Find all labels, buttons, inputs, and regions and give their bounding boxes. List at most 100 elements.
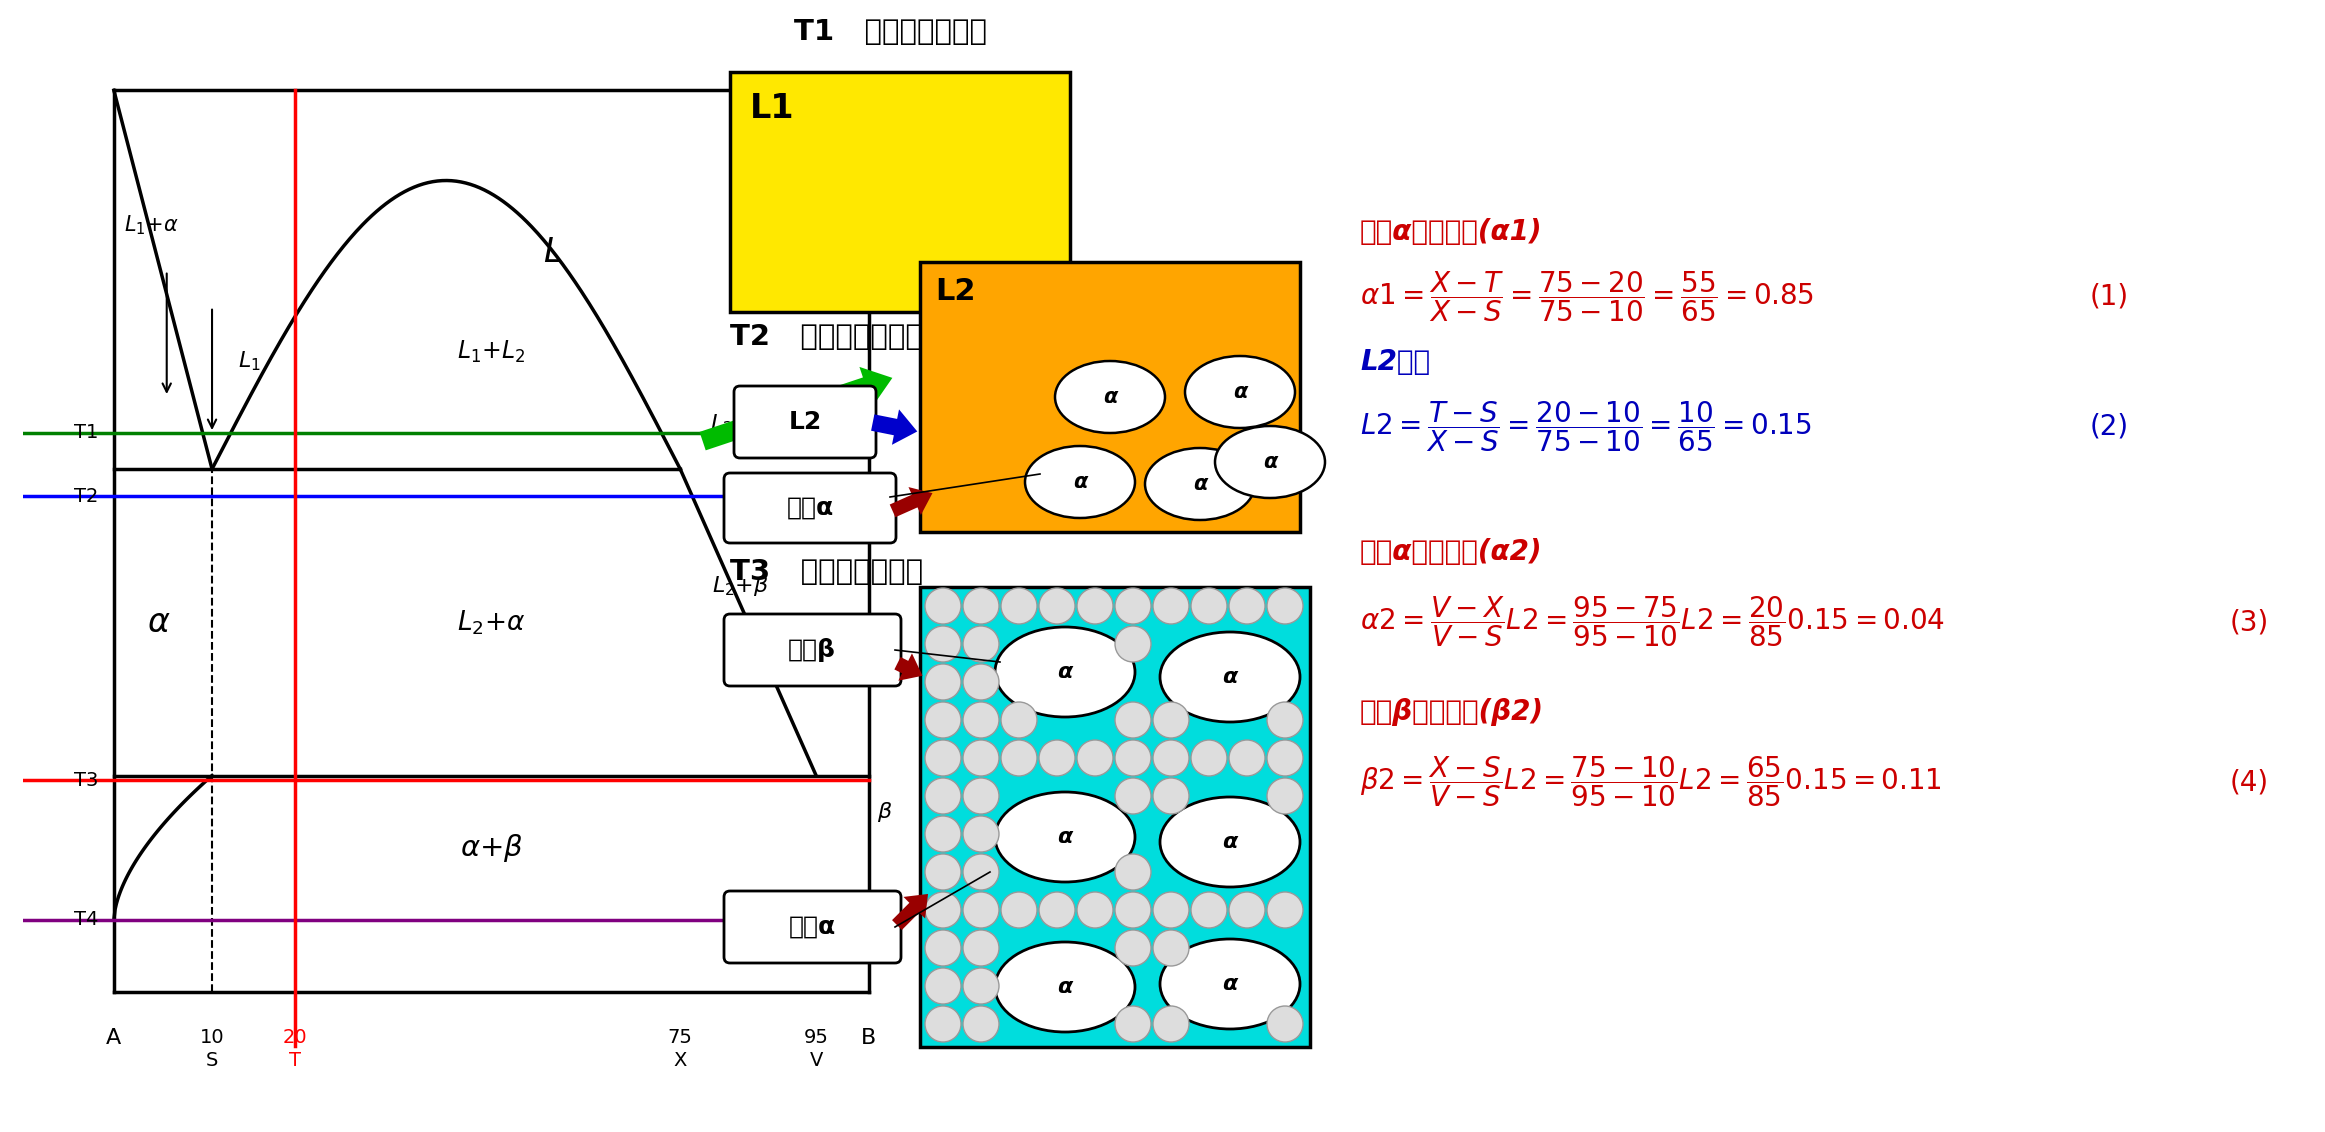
Text: 偏晶α: 偏晶α — [786, 496, 835, 520]
Text: T2: T2 — [74, 487, 98, 506]
Text: $L$: $L$ — [542, 237, 560, 269]
Text: T: T — [288, 1050, 302, 1070]
Text: B: B — [860, 1028, 877, 1048]
Text: 共晶βの晶出量(β2): 共晶βの晶出量(β2) — [1360, 698, 1544, 726]
Text: 共晶β: 共晶β — [788, 638, 837, 662]
Circle shape — [1230, 588, 1265, 624]
Circle shape — [925, 892, 960, 928]
Ellipse shape — [995, 792, 1135, 882]
Text: $L_2$+$\alpha$: $L_2$+$\alpha$ — [458, 608, 525, 636]
Circle shape — [925, 968, 960, 1004]
FancyBboxPatch shape — [735, 386, 877, 458]
Text: 10: 10 — [200, 1028, 223, 1047]
Text: $L2 = \dfrac{T-S}{X-S} = \dfrac{20-10}{75-10} = \dfrac{10}{65} = 0.15$: $L2 = \dfrac{T-S}{X-S} = \dfrac{20-10}{7… — [1360, 400, 1811, 454]
Ellipse shape — [1160, 940, 1300, 1029]
Text: α: α — [1262, 452, 1276, 472]
Circle shape — [1116, 931, 1151, 966]
Text: 20: 20 — [284, 1028, 307, 1047]
Text: α: α — [1232, 381, 1246, 402]
Text: α: α — [1058, 662, 1072, 681]
Circle shape — [1116, 588, 1151, 624]
FancyBboxPatch shape — [723, 473, 895, 543]
Text: α: α — [1058, 827, 1072, 847]
Circle shape — [925, 1006, 960, 1041]
Text: (1): (1) — [2090, 283, 2130, 311]
Text: T3   共晶温度の直下: T3 共晶温度の直下 — [730, 558, 923, 586]
Circle shape — [963, 892, 1000, 928]
FancyArrowPatch shape — [890, 487, 932, 517]
Circle shape — [1190, 892, 1228, 928]
Text: α: α — [1058, 977, 1072, 997]
Circle shape — [925, 626, 960, 662]
Circle shape — [1267, 740, 1302, 777]
Ellipse shape — [1216, 426, 1325, 498]
Text: $\alpha2 = \dfrac{V-X}{V-S}L2 = \dfrac{95-75}{95-10}L2 = \dfrac{20}{85}0.15 = 0.: $\alpha2 = \dfrac{V-X}{V-S}L2 = \dfrac{9… — [1360, 594, 1946, 650]
Circle shape — [963, 702, 1000, 738]
Text: α: α — [1223, 974, 1237, 994]
Circle shape — [1230, 892, 1265, 928]
Circle shape — [1153, 892, 1188, 928]
Text: 75: 75 — [667, 1028, 693, 1047]
Ellipse shape — [995, 627, 1135, 717]
Text: α: α — [1072, 472, 1088, 492]
Circle shape — [1267, 778, 1302, 814]
Text: $L_1$+$\alpha$: $L_1$+$\alpha$ — [123, 214, 179, 238]
Circle shape — [1190, 740, 1228, 777]
Ellipse shape — [1144, 448, 1256, 520]
Circle shape — [1116, 626, 1151, 662]
Text: $\beta$: $\beta$ — [877, 799, 893, 824]
Text: $\beta2 = \dfrac{X-S}{V-S}L2 = \dfrac{75-10}{95-10}L2 = \dfrac{65}{85}0.15 = 0.1: $\beta2 = \dfrac{X-S}{V-S}L2 = \dfrac{75… — [1360, 755, 1941, 809]
Circle shape — [963, 664, 1000, 700]
Text: 共晶αの晶出量(α2): 共晶αの晶出量(α2) — [1360, 538, 1541, 566]
FancyBboxPatch shape — [723, 891, 902, 963]
Text: $\alpha1 = \dfrac{X-T}{X-S} = \dfrac{75-20}{75-10} = \dfrac{55}{65} = 0.85$: $\alpha1 = \dfrac{X-T}{X-S} = \dfrac{75-… — [1360, 269, 1814, 325]
Text: T1   偏晶温度の直上: T1 偏晶温度の直上 — [793, 18, 986, 46]
Circle shape — [963, 588, 1000, 624]
Text: A: A — [107, 1028, 121, 1048]
FancyArrowPatch shape — [872, 410, 918, 445]
Text: T2   偏晶温度の直下: T2 偏晶温度の直下 — [730, 323, 923, 351]
Circle shape — [1153, 1006, 1188, 1041]
Text: $L_1$: $L_1$ — [239, 349, 260, 372]
Circle shape — [963, 854, 1000, 890]
Ellipse shape — [1025, 446, 1135, 518]
Circle shape — [1116, 1006, 1151, 1041]
Text: V: V — [809, 1050, 823, 1070]
Circle shape — [1039, 588, 1074, 624]
Text: S: S — [207, 1050, 219, 1070]
Circle shape — [1116, 892, 1151, 928]
FancyArrowPatch shape — [895, 653, 923, 680]
Ellipse shape — [1186, 355, 1295, 428]
Ellipse shape — [1160, 632, 1300, 722]
Circle shape — [963, 1006, 1000, 1041]
Circle shape — [1002, 892, 1037, 928]
Text: (2): (2) — [2090, 413, 2130, 441]
Circle shape — [1116, 778, 1151, 814]
Text: α: α — [1193, 474, 1207, 494]
Circle shape — [1076, 588, 1114, 624]
Ellipse shape — [1160, 797, 1300, 887]
Circle shape — [1002, 702, 1037, 738]
Circle shape — [925, 854, 960, 890]
Bar — [730, 72, 1070, 312]
Circle shape — [925, 740, 960, 777]
Circle shape — [1116, 854, 1151, 890]
Text: $\alpha$+$\beta$: $\alpha$+$\beta$ — [460, 832, 523, 864]
Circle shape — [963, 968, 1000, 1004]
Circle shape — [963, 931, 1000, 966]
Circle shape — [1076, 740, 1114, 777]
Text: α: α — [1223, 667, 1237, 687]
Text: $L_2$: $L_2$ — [711, 412, 732, 436]
Circle shape — [1002, 588, 1037, 624]
Circle shape — [1190, 588, 1228, 624]
Circle shape — [1153, 702, 1188, 738]
Text: L1: L1 — [751, 92, 795, 125]
Circle shape — [925, 778, 960, 814]
Circle shape — [1002, 740, 1037, 777]
Circle shape — [963, 816, 1000, 852]
Circle shape — [925, 588, 960, 624]
Text: X: X — [674, 1050, 686, 1070]
Circle shape — [1230, 740, 1265, 777]
Circle shape — [1116, 702, 1151, 738]
Text: $\alpha$: $\alpha$ — [146, 606, 172, 638]
